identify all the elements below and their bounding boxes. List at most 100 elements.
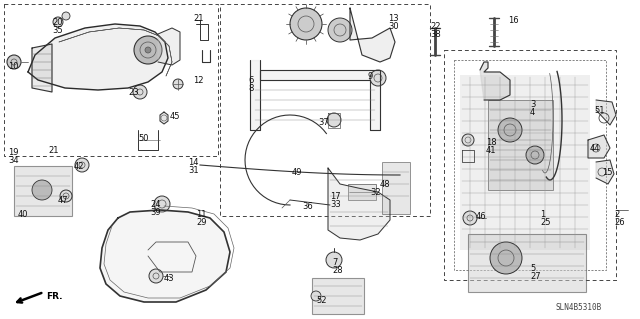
Text: 48: 48 — [380, 180, 390, 189]
Polygon shape — [480, 62, 510, 100]
Text: 42: 42 — [74, 162, 84, 171]
Circle shape — [490, 242, 522, 274]
Polygon shape — [588, 135, 610, 158]
Polygon shape — [350, 8, 395, 62]
Text: FR.: FR. — [46, 292, 63, 301]
Text: 11: 11 — [196, 210, 207, 219]
Polygon shape — [328, 168, 390, 240]
Circle shape — [154, 196, 170, 212]
Text: 46: 46 — [476, 212, 486, 221]
Text: 22: 22 — [430, 22, 440, 31]
Circle shape — [290, 8, 322, 40]
Text: 9: 9 — [368, 72, 373, 81]
Text: 27: 27 — [530, 272, 541, 281]
Text: 16: 16 — [508, 16, 518, 25]
Text: 4: 4 — [530, 108, 535, 117]
Circle shape — [173, 79, 183, 89]
Text: 19: 19 — [8, 148, 19, 157]
Polygon shape — [100, 210, 230, 302]
Text: 21: 21 — [193, 14, 204, 23]
Circle shape — [149, 269, 163, 283]
Circle shape — [526, 146, 544, 164]
Polygon shape — [28, 24, 168, 90]
Circle shape — [370, 70, 386, 86]
Text: 26: 26 — [614, 218, 625, 227]
Circle shape — [133, 85, 147, 99]
Text: 50: 50 — [138, 134, 148, 143]
Text: 23: 23 — [128, 88, 139, 97]
Circle shape — [62, 12, 70, 20]
Bar — [382, 162, 410, 214]
Text: 12: 12 — [193, 76, 204, 85]
Bar — [312, 278, 364, 314]
Text: 47: 47 — [58, 196, 68, 205]
Bar — [468, 234, 586, 292]
Bar — [220, 4, 430, 216]
Text: 25: 25 — [540, 218, 550, 227]
Bar — [488, 100, 553, 190]
Text: 51: 51 — [594, 106, 605, 115]
Circle shape — [327, 113, 341, 127]
Circle shape — [60, 190, 72, 202]
Text: 45: 45 — [170, 112, 180, 121]
Circle shape — [462, 134, 474, 146]
Text: 2: 2 — [614, 210, 620, 219]
Text: 52: 52 — [316, 296, 326, 305]
Text: 37: 37 — [318, 118, 329, 127]
Bar — [444, 50, 616, 280]
Bar — [4, 4, 218, 156]
Text: 43: 43 — [164, 274, 175, 283]
Text: 38: 38 — [430, 30, 441, 39]
Text: 41: 41 — [486, 146, 497, 155]
Text: 30: 30 — [388, 22, 399, 31]
Circle shape — [145, 47, 151, 53]
Text: 21: 21 — [48, 146, 58, 155]
Text: 5: 5 — [530, 264, 535, 273]
Bar — [454, 60, 606, 270]
Text: 18: 18 — [486, 138, 497, 147]
Bar — [348, 184, 376, 200]
Text: 7: 7 — [332, 258, 337, 267]
Text: 20: 20 — [52, 18, 63, 27]
Text: 40: 40 — [18, 210, 29, 219]
Text: SLN4B5310B: SLN4B5310B — [556, 303, 602, 312]
Circle shape — [75, 158, 89, 172]
Circle shape — [53, 17, 63, 27]
Circle shape — [32, 180, 52, 200]
Polygon shape — [160, 112, 168, 124]
Circle shape — [326, 252, 342, 268]
Text: 39: 39 — [150, 208, 161, 217]
Polygon shape — [596, 100, 616, 125]
Circle shape — [498, 118, 522, 142]
Text: 28: 28 — [332, 266, 342, 275]
Text: 24: 24 — [150, 200, 161, 209]
Text: 6: 6 — [248, 76, 253, 85]
Polygon shape — [158, 28, 180, 65]
Text: 3: 3 — [530, 100, 536, 109]
Polygon shape — [250, 60, 380, 130]
Text: 8: 8 — [248, 84, 253, 93]
Text: 14: 14 — [188, 158, 198, 167]
Text: 35: 35 — [52, 26, 63, 35]
Text: 31: 31 — [188, 166, 198, 175]
Bar — [14, 166, 72, 216]
Text: 29: 29 — [196, 218, 207, 227]
Polygon shape — [596, 160, 614, 184]
Circle shape — [134, 36, 162, 64]
Text: 44: 44 — [590, 144, 600, 153]
Polygon shape — [32, 44, 52, 92]
Text: 34: 34 — [8, 156, 19, 165]
Text: 36: 36 — [302, 202, 313, 211]
Circle shape — [7, 55, 21, 69]
Text: 1: 1 — [540, 210, 545, 219]
Circle shape — [463, 211, 477, 225]
Text: 33: 33 — [330, 200, 340, 209]
Text: 32: 32 — [370, 188, 381, 197]
Text: 10: 10 — [8, 62, 19, 71]
Text: 15: 15 — [602, 168, 612, 177]
Circle shape — [311, 291, 321, 301]
Text: 49: 49 — [292, 168, 303, 177]
Bar — [460, 75, 590, 250]
Text: 17: 17 — [330, 192, 340, 201]
Circle shape — [328, 18, 352, 42]
